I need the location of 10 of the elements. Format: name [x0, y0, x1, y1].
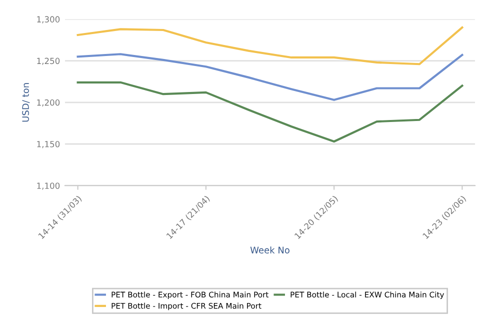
y-tick-label: 1,300	[37, 16, 60, 24]
y-axis-title: USD/ ton	[22, 83, 30, 122]
x-axis-title: Week No	[250, 246, 290, 254]
line-series	[76, 26, 464, 66]
y-tick-label: 1,200	[37, 99, 60, 107]
y-tick-label: 1,150	[37, 140, 60, 148]
y-tick-label: 1,250	[37, 58, 60, 65]
y-tick-label: 1,100	[37, 182, 60, 190]
line-series	[76, 81, 464, 143]
line-series	[76, 53, 464, 101]
